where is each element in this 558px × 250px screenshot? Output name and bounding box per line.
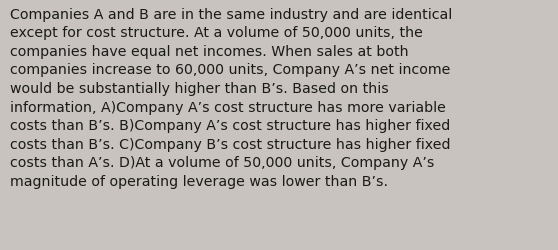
Text: Companies A and B are in the same industry and are identical
except for cost str: Companies A and B are in the same indust… — [10, 8, 453, 188]
